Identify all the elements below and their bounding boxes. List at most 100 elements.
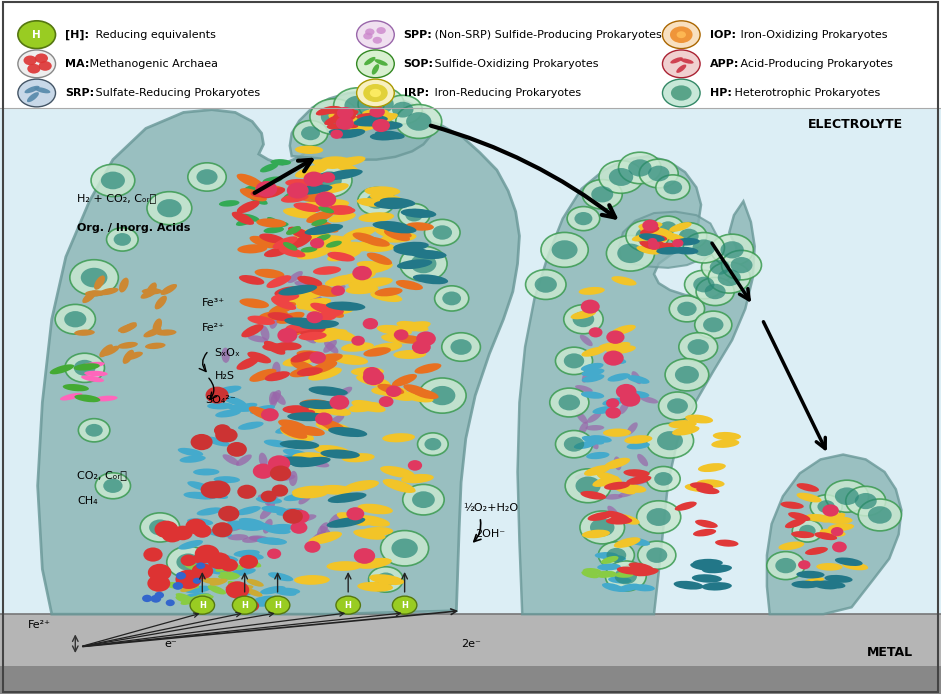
Ellipse shape: [337, 512, 370, 526]
Ellipse shape: [208, 585, 226, 595]
Circle shape: [232, 596, 257, 614]
Ellipse shape: [310, 361, 337, 373]
Circle shape: [317, 171, 342, 189]
Ellipse shape: [301, 201, 329, 210]
Ellipse shape: [602, 583, 624, 592]
Ellipse shape: [696, 486, 720, 494]
Ellipse shape: [413, 274, 448, 285]
Ellipse shape: [275, 287, 300, 296]
Ellipse shape: [319, 106, 342, 115]
Ellipse shape: [586, 452, 610, 459]
Ellipse shape: [375, 130, 405, 139]
Circle shape: [106, 228, 138, 251]
Ellipse shape: [254, 595, 280, 603]
Circle shape: [451, 339, 471, 355]
Text: ELECTROLYTE: ELECTROLYTE: [808, 119, 903, 131]
Ellipse shape: [375, 287, 403, 296]
Ellipse shape: [631, 233, 656, 242]
Ellipse shape: [286, 226, 300, 235]
Ellipse shape: [267, 217, 282, 229]
Circle shape: [410, 254, 437, 273]
Ellipse shape: [608, 577, 631, 584]
Ellipse shape: [198, 575, 215, 584]
Ellipse shape: [314, 329, 347, 343]
Ellipse shape: [376, 325, 412, 336]
Ellipse shape: [603, 428, 631, 437]
Ellipse shape: [249, 195, 267, 205]
Ellipse shape: [614, 457, 621, 471]
Circle shape: [701, 253, 739, 281]
Circle shape: [336, 596, 360, 614]
Ellipse shape: [358, 582, 393, 592]
Circle shape: [218, 428, 238, 442]
Circle shape: [354, 548, 375, 564]
Ellipse shape: [357, 261, 390, 271]
Circle shape: [605, 561, 646, 591]
Circle shape: [218, 506, 239, 521]
Circle shape: [307, 164, 352, 197]
Circle shape: [416, 332, 436, 346]
Circle shape: [372, 119, 390, 132]
Ellipse shape: [226, 586, 244, 592]
Circle shape: [101, 171, 125, 189]
Circle shape: [407, 112, 431, 130]
Ellipse shape: [327, 517, 365, 528]
Circle shape: [792, 520, 822, 542]
Ellipse shape: [205, 578, 224, 584]
Ellipse shape: [183, 492, 210, 499]
Text: IOP:: IOP:: [710, 30, 736, 40]
Ellipse shape: [299, 320, 339, 329]
Ellipse shape: [323, 340, 337, 353]
Ellipse shape: [333, 162, 359, 174]
Circle shape: [609, 168, 633, 186]
Circle shape: [718, 269, 741, 286]
Ellipse shape: [184, 593, 211, 600]
Ellipse shape: [256, 219, 286, 228]
Ellipse shape: [74, 330, 95, 336]
Ellipse shape: [627, 442, 650, 450]
Circle shape: [383, 95, 423, 124]
Ellipse shape: [635, 474, 651, 483]
Circle shape: [373, 37, 382, 44]
Circle shape: [606, 235, 655, 271]
Circle shape: [662, 21, 700, 49]
Ellipse shape: [263, 227, 284, 233]
Ellipse shape: [185, 586, 211, 593]
Circle shape: [442, 291, 461, 305]
Ellipse shape: [178, 448, 203, 457]
Ellipse shape: [805, 547, 828, 555]
Ellipse shape: [285, 323, 313, 332]
Ellipse shape: [305, 327, 339, 340]
Circle shape: [147, 192, 192, 225]
Ellipse shape: [796, 493, 821, 502]
Ellipse shape: [222, 396, 247, 406]
Ellipse shape: [579, 421, 588, 435]
Ellipse shape: [575, 472, 593, 479]
Ellipse shape: [327, 252, 355, 262]
Circle shape: [435, 286, 469, 311]
Text: MA:: MA:: [65, 59, 89, 69]
Ellipse shape: [232, 584, 250, 591]
Ellipse shape: [342, 342, 374, 352]
Ellipse shape: [582, 436, 604, 445]
Ellipse shape: [690, 482, 713, 490]
Circle shape: [166, 600, 175, 606]
Ellipse shape: [316, 404, 351, 416]
Circle shape: [195, 545, 219, 563]
Circle shape: [635, 227, 660, 245]
Ellipse shape: [406, 222, 434, 230]
Ellipse shape: [785, 518, 806, 528]
Ellipse shape: [305, 224, 343, 235]
Circle shape: [357, 79, 394, 107]
Text: Sulfide-Oxidizing Prokaryotes: Sulfide-Oxidizing Prokaryotes: [431, 59, 598, 69]
Circle shape: [846, 486, 885, 516]
FancyBboxPatch shape: [0, 0, 941, 108]
Circle shape: [555, 430, 593, 458]
Circle shape: [694, 311, 732, 339]
Ellipse shape: [370, 343, 402, 353]
Ellipse shape: [631, 584, 655, 591]
Ellipse shape: [396, 335, 424, 344]
Circle shape: [648, 241, 660, 250]
Ellipse shape: [282, 405, 309, 414]
Ellipse shape: [184, 563, 203, 571]
